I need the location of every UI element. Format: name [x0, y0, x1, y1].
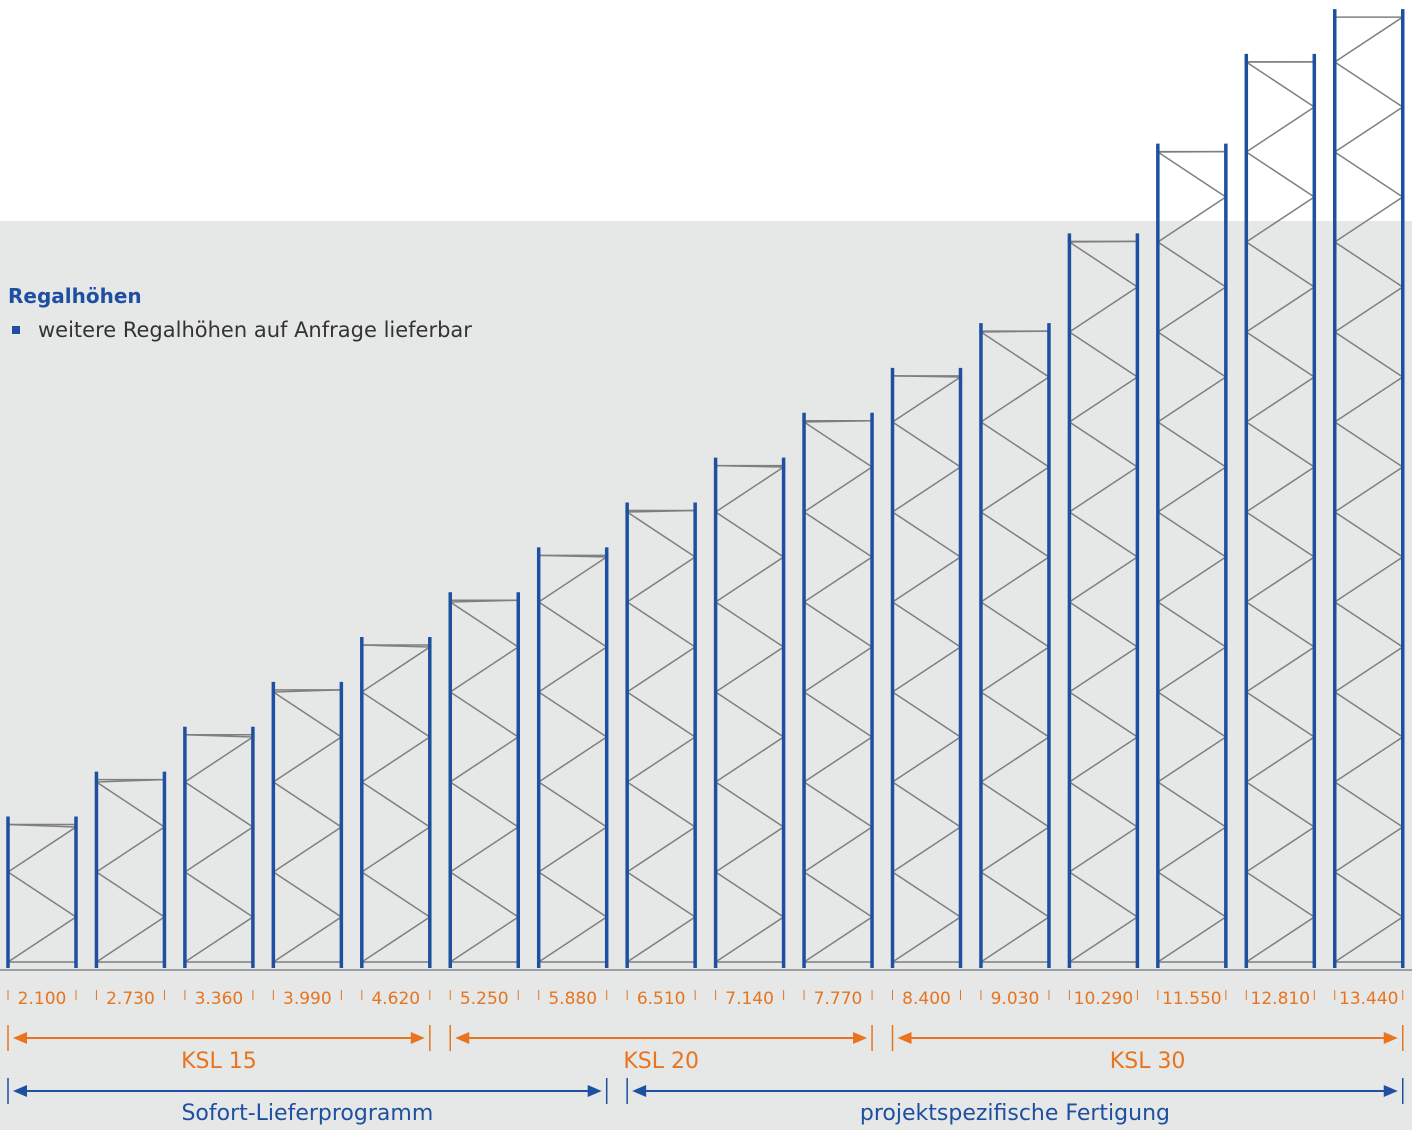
height-label-11: 8.400 — [902, 989, 951, 1009]
rack-frame-9 — [713, 457, 787, 968]
frame-bracing — [6, 823, 79, 963]
height-label-14: 11.550 — [1162, 989, 1221, 1009]
background-panel — [0, 221, 1412, 1130]
rack-frame-11 — [890, 367, 963, 968]
frame-bracing — [183, 734, 256, 963]
series-bracket-2: KSL 20 — [449, 1025, 873, 1074]
rack-frame-7 — [536, 547, 610, 968]
height-label-9: 7.140 — [725, 989, 774, 1009]
arrow-left-icon — [13, 1085, 27, 1097]
height-label-12: 9.030 — [991, 989, 1040, 1009]
arrow-left-icon — [13, 1032, 27, 1044]
rack-frame-13 — [1066, 233, 1140, 968]
height-label-7: 5.880 — [548, 989, 597, 1009]
arrow-left-icon — [632, 1085, 647, 1097]
program-bracket-2: projektspezifische Fertigung — [626, 1078, 1404, 1126]
arrow-right-icon — [410, 1032, 425, 1044]
rack-frame-2 — [94, 771, 167, 968]
height-label-15: 12.810 — [1251, 989, 1310, 1009]
arrow-right-icon — [853, 1032, 868, 1044]
frame-bracing — [447, 599, 520, 963]
height-label-16: 13.440 — [1339, 989, 1398, 1009]
rack-frame-14 — [1155, 143, 1228, 968]
frame-bracing — [360, 644, 433, 963]
bullet-note: weitere Regalhöhen auf Anfrage lieferbar — [12, 318, 472, 342]
rack-frame-8 — [624, 502, 697, 968]
frame-bracing — [94, 778, 166, 963]
arrow-left-icon — [455, 1032, 470, 1044]
bullet-square-icon — [12, 326, 20, 334]
frame-bracing — [1066, 240, 1139, 963]
frame-bracing — [624, 509, 697, 963]
frame-bracing — [801, 420, 874, 963]
height-label-10: 7.770 — [814, 989, 863, 1009]
series-bracket-1: KSL 15 — [7, 1025, 431, 1074]
height-label-5: 4.620 — [371, 989, 420, 1009]
height-label-8: 6.510 — [637, 989, 686, 1009]
frame-bracing — [1243, 61, 1316, 963]
series-bracket-3: KSL 30 — [891, 1025, 1404, 1074]
height-label-3: 3.360 — [195, 989, 244, 1009]
frame-bracing — [270, 689, 343, 963]
frame-bracing — [891, 375, 963, 963]
rack-frame-12 — [978, 323, 1051, 968]
rack-frame-3 — [183, 726, 256, 968]
rack-frame-5 — [360, 637, 433, 968]
rack-frames — [6, 9, 1405, 968]
frame-bracing — [978, 330, 1051, 963]
frame-bracing — [1333, 16, 1405, 963]
height-label-4: 3.990 — [283, 989, 332, 1009]
program-bracket-1: Sofort-Lieferprogramm — [7, 1078, 608, 1126]
series-brackets: KSL 15 KSL 20 KSL 30 — [7, 1025, 1404, 1074]
rack-frame-10 — [801, 412, 874, 968]
series-label-3: KSL 30 — [1110, 1049, 1186, 1074]
height-label-6: 5.250 — [460, 989, 509, 1009]
rack-frame-4 — [270, 681, 344, 968]
rack-frame-16 — [1333, 9, 1405, 968]
height-label-2: 2.730 — [106, 989, 155, 1009]
arrow-left-icon — [897, 1032, 912, 1044]
height-label-1: 2.100 — [18, 989, 67, 1009]
frame-bracing — [1155, 150, 1228, 963]
program-brackets: Sofort-Lieferprogramm projektspezifische … — [7, 1078, 1404, 1126]
program-label-1: Sofort-Lieferprogramm — [181, 1101, 433, 1126]
height-labels: 2.100 2.730 3.360 3.990 4.620 5.250 5.880 6.510… — [7, 989, 1404, 1009]
frame-bracing — [714, 464, 787, 963]
arrow-right-icon — [1383, 1032, 1398, 1044]
rack-frame-15 — [1243, 53, 1317, 968]
series-label-1: KSL 15 — [181, 1049, 257, 1074]
rack-frame-6 — [447, 592, 520, 968]
page-title: Regalhöhen — [8, 284, 142, 308]
bullet-text: weitere Regalhöhen auf Anfrage lieferbar — [38, 318, 472, 342]
arrow-right-icon — [587, 1085, 602, 1097]
arrow-right-icon — [1383, 1085, 1398, 1097]
frame-bracing — [537, 554, 610, 963]
height-label-13: 10.290 — [1074, 989, 1133, 1009]
rack-frame-1 — [6, 816, 79, 968]
series-label-2: KSL 20 — [623, 1049, 699, 1074]
program-label-2: projektspezifische Fertigung — [860, 1101, 1170, 1126]
